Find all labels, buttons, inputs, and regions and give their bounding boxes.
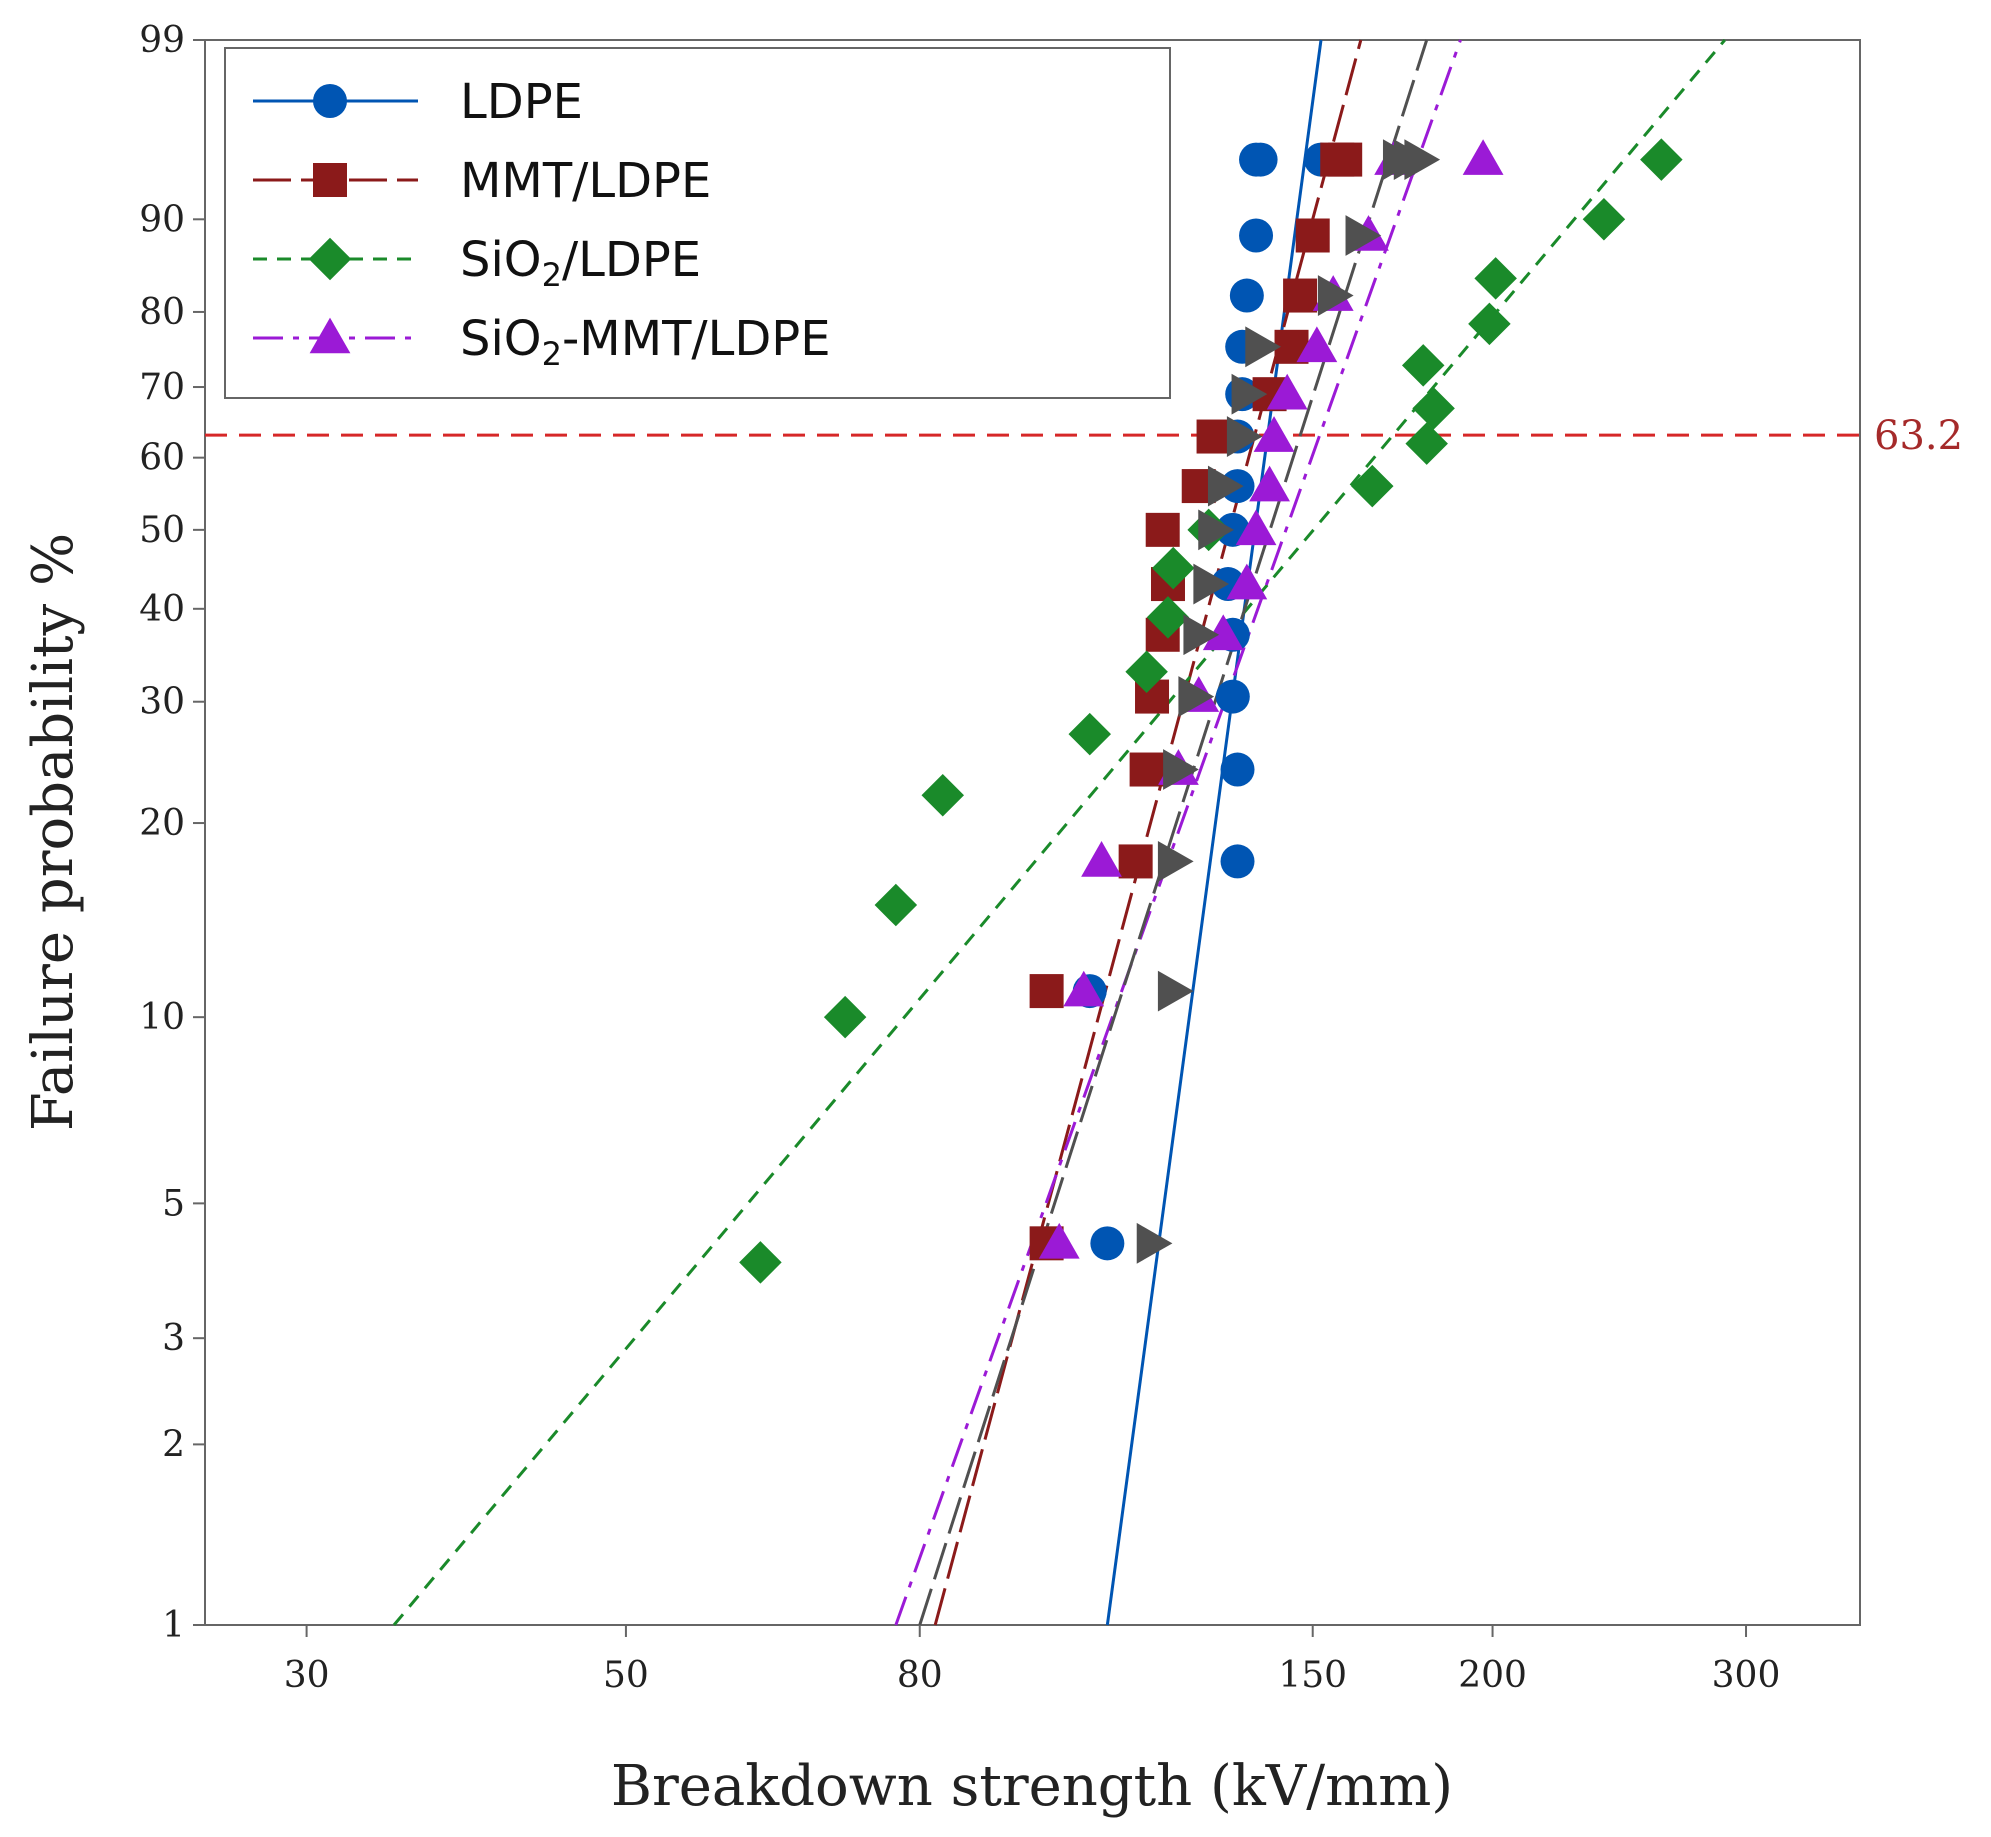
data-point-sio2-ldpe	[1151, 546, 1195, 590]
data-point-mmt-ldpe	[1283, 278, 1318, 313]
data-point-grey	[1157, 970, 1194, 1012]
y-axis-title: Failure probability %	[21, 533, 86, 1131]
legend-label-sio2-ldpe: SiO2/LDPE	[460, 232, 701, 294]
data-point-sio2-ldpe	[1640, 138, 1683, 181]
y-tick-label: 40	[139, 589, 185, 630]
legend: LDPE MMT/LDPE SiO2/LDPE SiO2-MMT/LDPE	[224, 47, 1171, 399]
x-tick-label: 80	[897, 1655, 943, 1696]
data-point-sio2-ldpe	[739, 1241, 782, 1284]
x-tick-label: 50	[603, 1655, 649, 1696]
y-tick-label: 90	[139, 199, 185, 240]
data-point-mmt-ldpe	[1029, 974, 1064, 1009]
y-tick-label: 1	[162, 1605, 185, 1646]
fit-line-sio2-ldpe	[392, 39, 1726, 1626]
data-point-sio2-ldpe	[1474, 257, 1517, 300]
data-point-grey	[1245, 326, 1281, 368]
data-point-sio2-ldpe	[1125, 650, 1168, 694]
data-point-sio2-ldpe	[1582, 198, 1626, 241]
x-axis-title: Breakdown strength (kV/mm)	[611, 1754, 1453, 1819]
reference-line-label: 63.2	[1874, 413, 1963, 459]
data-point-mmt-ldpe	[1118, 844, 1153, 879]
y-tick-label: 2	[162, 1424, 185, 1465]
data-point-grey	[1163, 749, 1199, 790]
legend-box	[224, 47, 1171, 399]
data-point-ldpe	[1229, 278, 1264, 313]
data-point-grey	[1226, 416, 1263, 457]
data-point-mmt-ldpe	[1145, 512, 1180, 547]
data-point-ldpe	[1220, 752, 1255, 787]
y-tick-label: 30	[139, 682, 185, 723]
y-tick-label: 70	[139, 367, 185, 408]
data-point-sio2-ldpe	[1405, 422, 1448, 465]
data-point-grey	[1317, 275, 1354, 316]
data-point-mmt-ldpe	[1196, 419, 1231, 454]
legend-marker-ldpe	[313, 84, 347, 118]
y-axis-ticks: 1 2 3 5 10 20 30 40 50 60 70 80 90 99	[139, 20, 205, 1646]
data-point-mmt-ldpe	[1328, 142, 1363, 177]
x-tick-label: 200	[1458, 1655, 1527, 1696]
data-point-grey	[1178, 676, 1215, 717]
data-point-sio2-mmt-ldpe	[1063, 970, 1105, 1007]
x-tick-label: 300	[1712, 1655, 1781, 1696]
y-tick-label: 50	[139, 510, 185, 551]
data-point-ldpe	[1090, 1226, 1125, 1261]
data-point-sio2-mmt-ldpe	[1296, 326, 1338, 363]
x-tick-label: 150	[1278, 1655, 1347, 1696]
y-tick-label: 3	[162, 1318, 185, 1359]
data-point-sio2-mmt-ldpe	[1253, 416, 1295, 452]
data-point-ldpe	[1239, 218, 1274, 253]
data-point-grey	[1231, 373, 1268, 415]
legend-label-sio2-mmt-ldpe: SiO2-MMT/LDPE	[460, 311, 831, 373]
data-point-sio2-ldpe	[1468, 302, 1511, 346]
data-point-grey	[1345, 215, 1382, 256]
fit-line-grey	[918, 39, 1429, 1626]
data-point-sio2-ldpe	[874, 883, 918, 927]
data-point-sio2-mmt-ldpe	[1249, 465, 1290, 502]
data-point-grey	[1404, 139, 1441, 180]
data-point-sio2-mmt-ldpe	[1462, 139, 1504, 175]
data-point-grey	[1198, 509, 1234, 551]
legend-marker-sio2-ldpe	[308, 237, 352, 281]
data-point-ldpe	[1215, 679, 1250, 714]
data-point-sio2-mmt-ldpe	[1202, 614, 1244, 651]
data-point-sio2-mmt-ldpe	[1038, 1222, 1080, 1259]
legend-label-mmt-ldpe: MMT/LDPE	[460, 153, 711, 209]
data-point-grey	[1193, 563, 1230, 605]
y-tick-label: 60	[139, 438, 185, 479]
data-point-sio2-mmt-ldpe	[1226, 563, 1268, 600]
data-point-mmt-ldpe	[1295, 218, 1330, 253]
data-markers	[739, 138, 1683, 1284]
fit-line-sio2-mmt-ldpe	[894, 39, 1462, 1626]
y-tick-label: 80	[139, 292, 185, 333]
data-point-sio2-ldpe	[921, 773, 965, 817]
data-point-grey	[1157, 841, 1194, 882]
data-point-grey	[1183, 614, 1220, 656]
y-tick-label: 5	[162, 1183, 185, 1224]
data-point-sio2-mmt-ldpe	[1266, 373, 1308, 410]
y-tick-label: 99	[139, 20, 185, 61]
reference-line-group: 63.2	[205, 413, 1963, 459]
data-point-sio2-ldpe	[1401, 344, 1445, 387]
x-axis-ticks: 30 50 80 150 200 300	[284, 1625, 1781, 1696]
data-point-sio2-ldpe	[823, 995, 867, 1039]
data-point-sio2-ldpe	[1146, 596, 1190, 639]
legend-label-ldpe: LDPE	[460, 74, 583, 130]
data-point-ldpe	[1243, 142, 1278, 177]
data-point-sio2-ldpe	[1351, 464, 1394, 508]
data-point-sio2-ldpe	[1068, 712, 1111, 756]
legend-marker-sio2-mmt-ldpe	[309, 317, 351, 354]
data-point-grey	[1207, 465, 1244, 507]
data-point-ldpe	[1220, 844, 1255, 879]
data-point-sio2-mmt-ldpe	[1235, 509, 1277, 546]
data-point-sio2-mmt-ldpe	[1081, 841, 1122, 877]
data-point-grey	[1136, 1222, 1173, 1264]
data-point-sio2-ldpe	[1412, 387, 1455, 430]
y-tick-label: 10	[139, 997, 185, 1038]
x-tick-label: 30	[284, 1655, 330, 1696]
y-tick-label: 20	[139, 803, 185, 844]
legend-marker-mmt-ldpe	[313, 163, 347, 197]
data-point-mmt-ldpe	[1129, 752, 1164, 787]
